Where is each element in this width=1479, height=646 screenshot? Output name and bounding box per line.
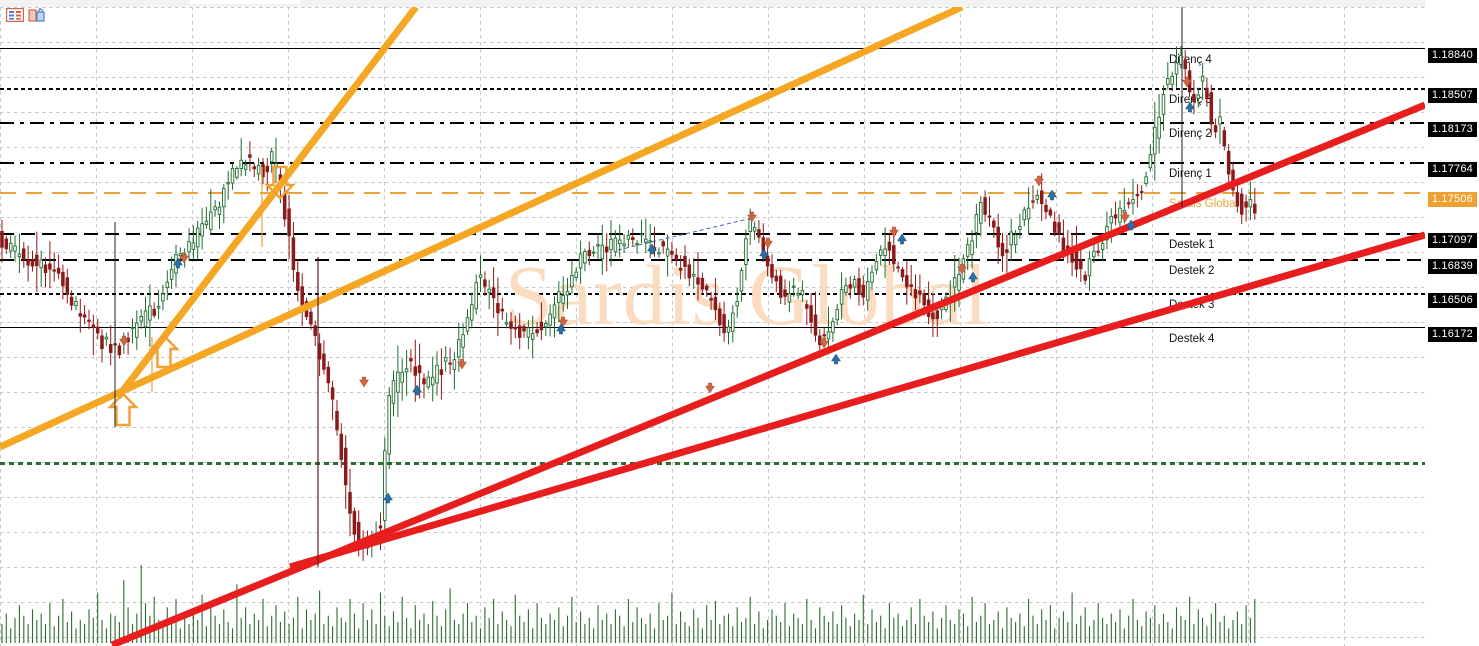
grid-line-h (0, 287, 1425, 288)
level-label-7: Destek 3 (1169, 299, 1215, 311)
price-axis[interactable]: 1.18840 1.18507 1.18173 1.17764 1.17506 1.170… (1425, 0, 1479, 646)
price-tag-7[interactable]: 1.16506 (1427, 293, 1477, 308)
level-line-2 (0, 122, 1425, 124)
grid-line-h (0, 497, 1425, 498)
grid-line-h (0, 7, 1425, 8)
grid-line-h (0, 602, 1425, 603)
window-top-strip (0, 0, 1479, 7)
price-tag-1[interactable]: 1.18507 (1427, 88, 1477, 103)
grid-line-h (0, 427, 1425, 428)
window-top-strip-gap (190, 0, 300, 4)
level-line-7 (0, 293, 1425, 295)
level-line-3 (0, 162, 1425, 164)
grid-line-h (0, 217, 1425, 218)
level-line-6 (0, 259, 1425, 261)
level-label-0: Direnç 4 (1169, 54, 1212, 66)
level-line-1 (0, 88, 1425, 90)
grid-line-h (0, 182, 1425, 183)
grid-line-h (0, 567, 1425, 568)
price-tag-4[interactable]: 1.17506 (1427, 192, 1477, 207)
grid-line-h (0, 392, 1425, 393)
level-label-4: Sardis Global (1169, 198, 1239, 210)
level-label-6: Destek 2 (1169, 265, 1215, 277)
level-label-2: Direnç 2 (1169, 128, 1212, 140)
grid-line-h (0, 112, 1425, 113)
grid-line-h (0, 322, 1425, 323)
level-label-3: Direnç 1 (1169, 168, 1212, 180)
grid-line-h (0, 357, 1425, 358)
level-label-8: Destek 4 (1169, 333, 1215, 345)
grid-line-h (0, 42, 1425, 43)
grid-line-h (0, 637, 1425, 638)
level-label-5: Destek 1 (1169, 239, 1215, 251)
level-line-4 (0, 192, 1425, 194)
level-line-0 (0, 48, 1425, 49)
grid-line-h (0, 252, 1425, 253)
price-tag-8[interactable]: 1.16172 (1427, 327, 1477, 342)
grid-line-h (0, 532, 1425, 533)
price-tag-0[interactable]: 1.18840 (1427, 48, 1477, 63)
level-line-5 (0, 233, 1425, 235)
green-dotted-level (0, 462, 1425, 465)
chart-plot-area[interactable]: Direnç 4 Direnç 3 Direnç 2 Direnç 1 Sardis G… (0, 7, 1425, 646)
grid-line-h (0, 147, 1425, 148)
price-tag-3[interactable]: 1.17764 (1427, 162, 1477, 177)
price-tag-5[interactable]: 1.17097 (1427, 233, 1477, 248)
price-tag-6[interactable]: 1.16839 (1427, 259, 1477, 274)
level-line-8 (0, 327, 1425, 328)
level-label-1: Direnç 3 (1169, 94, 1212, 106)
price-tag-2[interactable]: 1.18173 (1427, 122, 1477, 137)
grid-line-h (0, 77, 1425, 78)
